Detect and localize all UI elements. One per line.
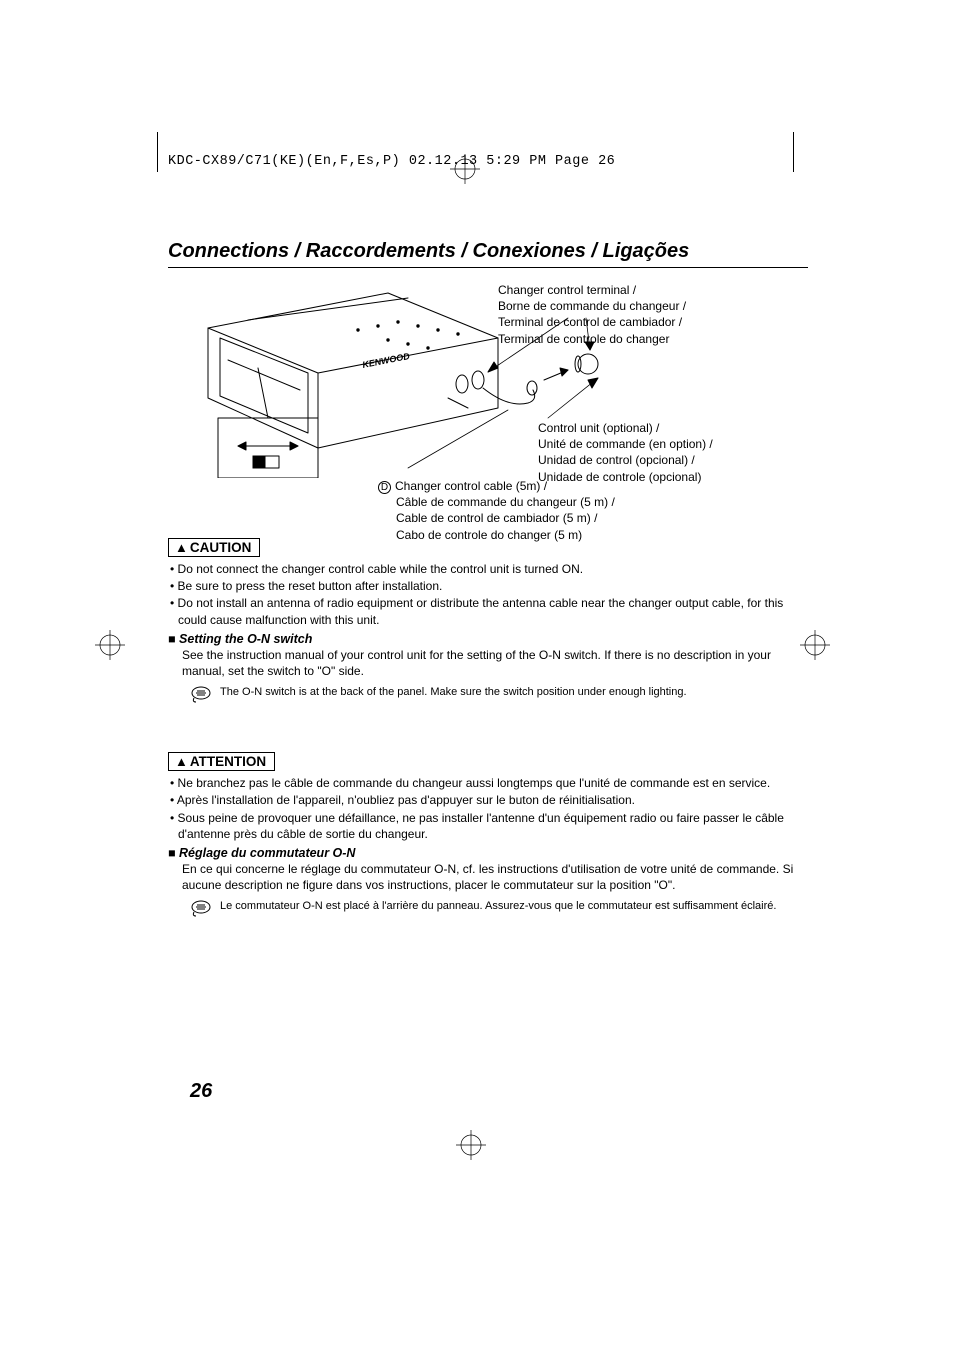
registration-mark-icon xyxy=(95,630,125,660)
attention-note-row: Le commutateur O-N est placé à l'arrière… xyxy=(168,899,808,918)
label-line: Câble de commande du changeur (5 m) / xyxy=(378,494,615,510)
note-hand-icon xyxy=(190,686,212,704)
bullet-item: Do not install an antenna of radio equip… xyxy=(170,595,808,627)
label-line: Cabo de controle do changer (5 m) xyxy=(378,527,615,543)
caution-bullets: Do not connect the changer control cable… xyxy=(168,561,808,628)
warning-triangle-icon: ▲ xyxy=(175,540,188,555)
trim-line xyxy=(157,132,158,172)
label-line: Control unit (optional) / xyxy=(538,420,713,436)
label-line: Terminal de controle do changer xyxy=(498,331,686,347)
attention-note-text: Le commutateur O-N est placé à l'arrière… xyxy=(220,899,776,914)
connection-diagram: KENWOOD Changer control terminal / Borne… xyxy=(168,274,808,534)
warning-triangle-icon: ▲ xyxy=(175,754,188,769)
bullet-item: Do not connect the changer control cable… xyxy=(170,561,808,577)
label-line: Changer control terminal / xyxy=(498,282,686,298)
attention-heading-box: ▲ATTENTION xyxy=(168,752,275,771)
bullet-item: Ne branchez pas le câble de commande du … xyxy=(170,775,808,791)
label-line: Cable de control de cambiador (5 m) / xyxy=(378,510,615,526)
bullet-item: Be sure to press the reset button after … xyxy=(170,578,808,594)
attention-subbody: En ce qui concerne le réglage du commuta… xyxy=(168,861,808,893)
diagram-label-cable: DChanger control cable (5m) / Câble de c… xyxy=(378,478,615,543)
bullet-item: Sous peine de provoquer une défaillance,… xyxy=(170,810,808,842)
svg-text:KENWOOD: KENWOOD xyxy=(361,351,411,370)
note-hand-icon xyxy=(190,900,212,918)
diagram-label-terminal: Changer control terminal / Borne de comm… xyxy=(498,282,686,347)
diagram-label-control-unit: Control unit (optional) / Unité de comma… xyxy=(538,420,713,485)
registration-mark-icon xyxy=(456,1130,486,1160)
page-content: Connections / Raccordements / Conexiones… xyxy=(168,130,808,918)
caution-heading-box: ▲CAUTION xyxy=(168,538,260,557)
attention-subheading: Réglage du commutateur O-N xyxy=(168,846,808,860)
label-line: DChanger control cable (5m) / xyxy=(378,478,615,494)
caution-subbody: See the instruction manual of your contr… xyxy=(168,647,808,679)
label-line: Unité de commande (en option) / xyxy=(538,436,713,452)
caution-heading: CAUTION xyxy=(190,540,252,555)
label-line: Terminal de control de cambiador / xyxy=(498,314,686,330)
label-line: Borne de commande du changeur / xyxy=(498,298,686,314)
cable-letter-badge: D xyxy=(378,481,391,494)
caution-subheading: Setting the O-N switch xyxy=(168,632,808,646)
caution-note-row: The O-N switch is at the back of the pan… xyxy=(168,685,808,704)
attention-heading: ATTENTION xyxy=(190,754,266,769)
page-title: Connections / Raccordements / Conexiones… xyxy=(168,240,808,268)
label-line: Unidad de control (opcional) / xyxy=(538,452,713,468)
caution-note-text: The O-N switch is at the back of the pan… xyxy=(220,685,687,700)
page-number: 26 xyxy=(190,1080,212,1103)
bullet-item: Après l'installation de l'appareil, n'ou… xyxy=(170,792,808,808)
attention-bullets: Ne branchez pas le câble de commande du … xyxy=(168,775,808,842)
